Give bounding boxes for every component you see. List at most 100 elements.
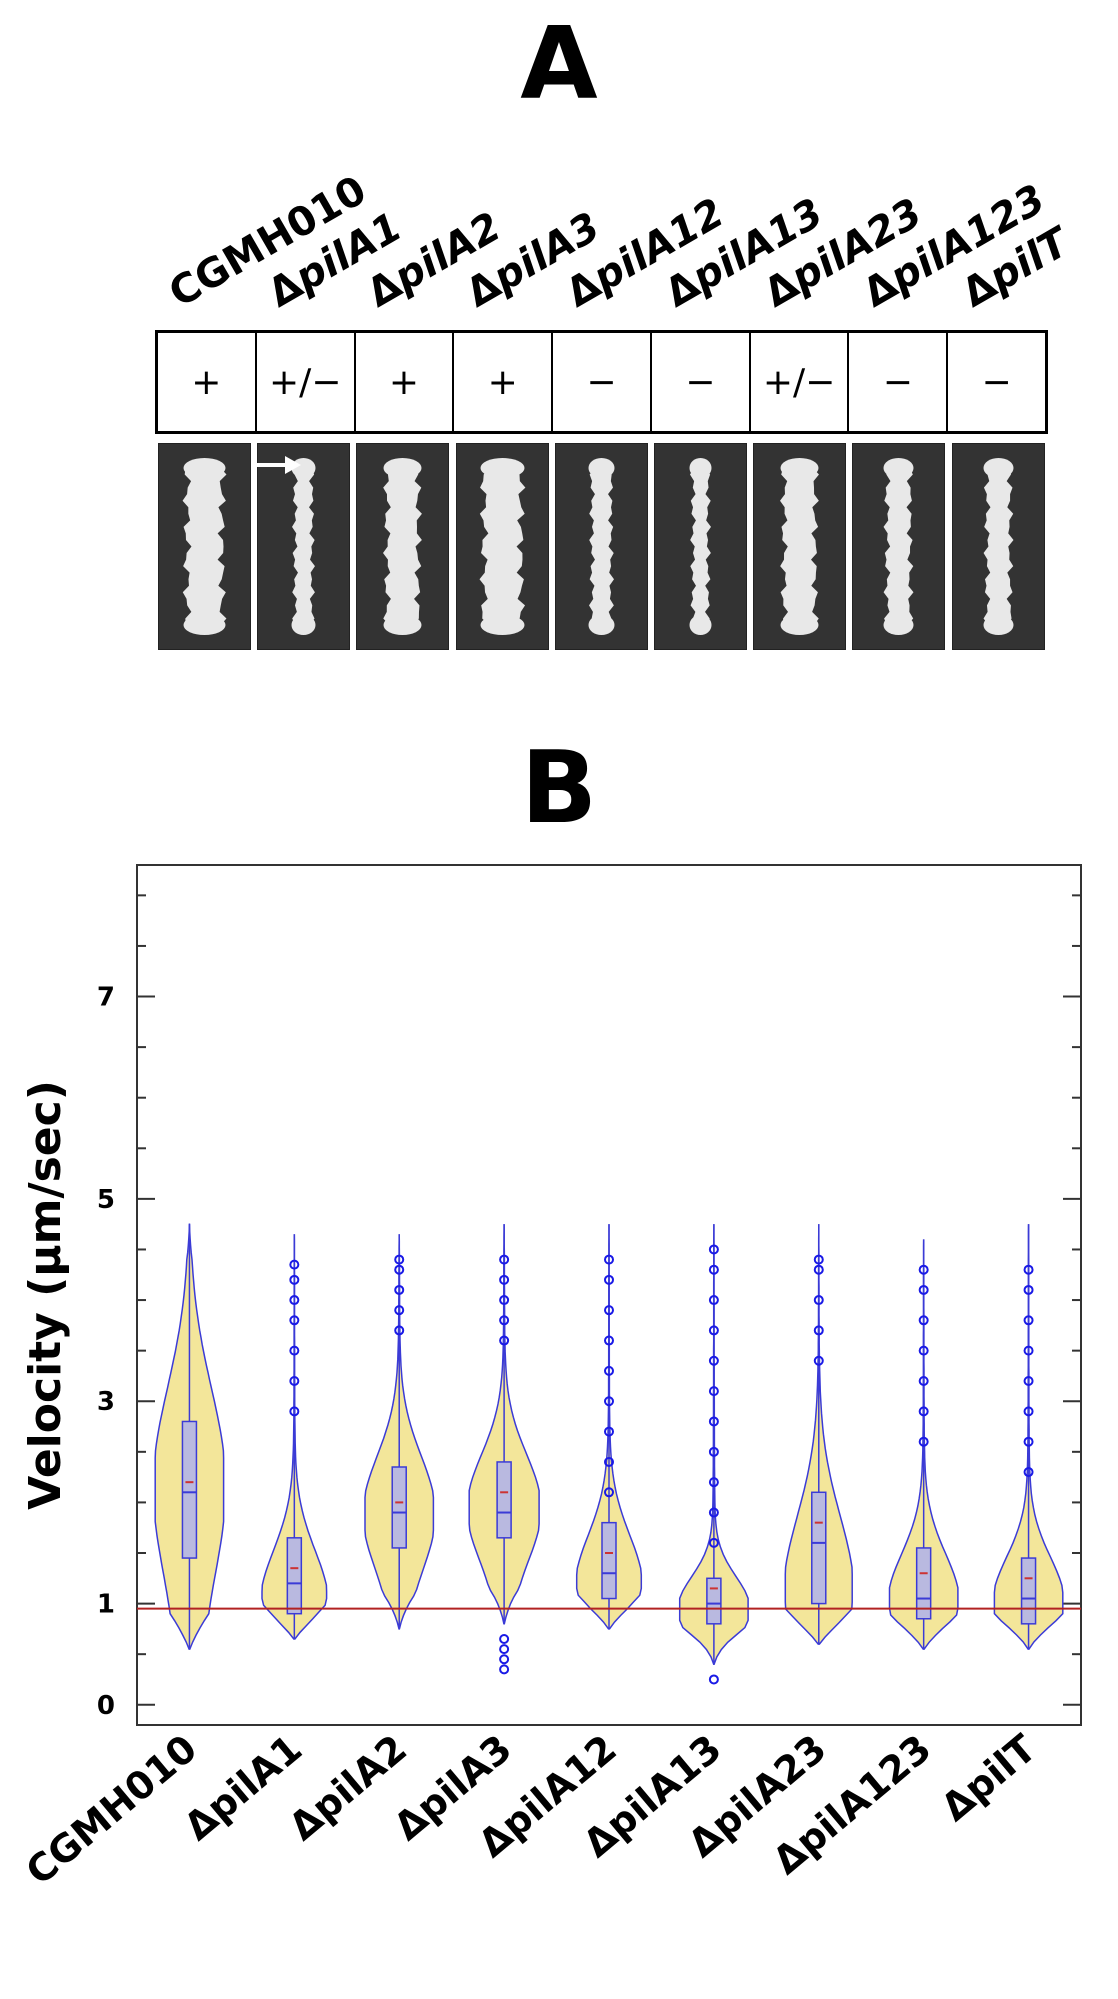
colony-photo: [257, 443, 351, 650]
outlier-point: [708, 1446, 719, 1457]
outlier-point: [708, 1537, 719, 1548]
panel-a-letter: A: [520, 5, 598, 122]
outlier-point: [1023, 1406, 1034, 1417]
outlier-point: [708, 1295, 719, 1306]
box-iqr: [391, 1466, 407, 1549]
colony-photo: [158, 443, 251, 650]
colony-photo: [753, 443, 847, 650]
outlier-point: [708, 1264, 719, 1275]
x-category-label: ΔpilA2: [281, 1726, 415, 1849]
outlier-point: [394, 1284, 405, 1295]
outlier-point: [604, 1456, 614, 1467]
outlier-point: [708, 1355, 719, 1366]
outlier-point: [1023, 1376, 1034, 1386]
box-iqr: [496, 1461, 512, 1539]
colony-shape: [383, 468, 423, 625]
colony-end: [383, 458, 422, 478]
outlier-point: [918, 1406, 929, 1417]
box-iqr: [1020, 1557, 1037, 1625]
colony-photo: [554, 443, 648, 650]
y-tick-label: 5: [97, 1185, 115, 1215]
colony-end: [480, 615, 525, 635]
outlier-point: [499, 1654, 510, 1665]
colony-shape: [292, 468, 316, 625]
outlier-point: [813, 1264, 824, 1275]
outlier-point: [708, 1325, 719, 1336]
outlier-point: [708, 1477, 719, 1488]
outlier-point: [499, 1295, 510, 1306]
colony-end: [588, 458, 615, 478]
outlier-point: [394, 1254, 405, 1265]
colony-end: [480, 458, 525, 478]
colony-shape: [883, 468, 914, 625]
colony-end: [689, 615, 712, 635]
colony-end: [588, 615, 615, 635]
outlier-point: [499, 1335, 510, 1346]
outlier-point: [604, 1396, 614, 1407]
y-tick-label: 7: [97, 983, 115, 1013]
motility-cell: −: [981, 361, 1012, 403]
colony-shape: [182, 468, 227, 625]
outlier-point: [813, 1295, 824, 1306]
box-iqr: [286, 1537, 303, 1615]
outlier-point: [394, 1305, 405, 1316]
colony-shape: [588, 468, 614, 625]
colony-end: [983, 458, 1014, 478]
outlier-point: [708, 1244, 719, 1255]
motility-cell: −: [553, 333, 652, 431]
colony-photo: [455, 443, 549, 650]
outlier-point: [1023, 1284, 1034, 1295]
outlier-point: [708, 1674, 719, 1685]
outlier-point: [918, 1315, 929, 1326]
outlier-point: [1023, 1467, 1034, 1478]
arrow-icon: [257, 456, 302, 474]
x-category-label: ΔpilT: [933, 1726, 1045, 1830]
y-tick-label: 1: [97, 1590, 115, 1620]
outlier-point: [604, 1426, 614, 1437]
box-iqr: [811, 1491, 827, 1605]
outlier-point: [604, 1487, 614, 1498]
motility-table: + +/− + + − − +/− − −: [155, 330, 1048, 434]
outlier-point: [289, 1406, 300, 1417]
outlier-point: [394, 1325, 405, 1336]
outlier-point: [918, 1264, 929, 1275]
colony-shape: [983, 468, 1014, 625]
outlier-point: [499, 1664, 510, 1675]
y-tick-label: 3: [97, 1387, 115, 1417]
outlier-point: [918, 1376, 929, 1386]
colony-end: [383, 615, 422, 635]
outlier-point: [604, 1335, 614, 1346]
motility-cell: −: [652, 333, 751, 431]
y-tick-label: 0: [97, 1691, 115, 1721]
outlier-point: [499, 1254, 510, 1265]
outlier-point: [918, 1436, 929, 1447]
colony-photo: [951, 443, 1045, 650]
outlier-point: [394, 1264, 405, 1275]
colony-shape: [479, 468, 526, 625]
colony-end: [883, 458, 914, 478]
colony-photo: [356, 443, 450, 650]
colony-end: [689, 458, 712, 478]
outlier-point: [1023, 1436, 1034, 1447]
outlier-point: [289, 1259, 300, 1270]
outlier-point: [289, 1295, 300, 1306]
motility-cell: +: [158, 333, 257, 431]
outlier-point: [499, 1274, 510, 1285]
outlier-point: [289, 1345, 300, 1356]
colony-end: [291, 458, 316, 478]
colony-end: [780, 458, 819, 478]
y-axis-label: Velocity (µm/sec): [20, 1080, 71, 1510]
outlier-point: [813, 1355, 824, 1366]
colony-shape: [780, 468, 820, 625]
panel-b-letter: B: [520, 729, 598, 846]
outlier-point: [918, 1284, 929, 1295]
colony-end: [883, 615, 914, 635]
colony-end: [183, 458, 226, 478]
colony-end: [291, 615, 316, 635]
motility-cell: +: [356, 333, 455, 431]
outlier-point: [289, 1376, 300, 1386]
box-iqr: [706, 1577, 722, 1625]
motility-cell: −: [849, 333, 949, 431]
box-iqr: [181, 1420, 198, 1559]
outlier-point: [708, 1386, 719, 1397]
